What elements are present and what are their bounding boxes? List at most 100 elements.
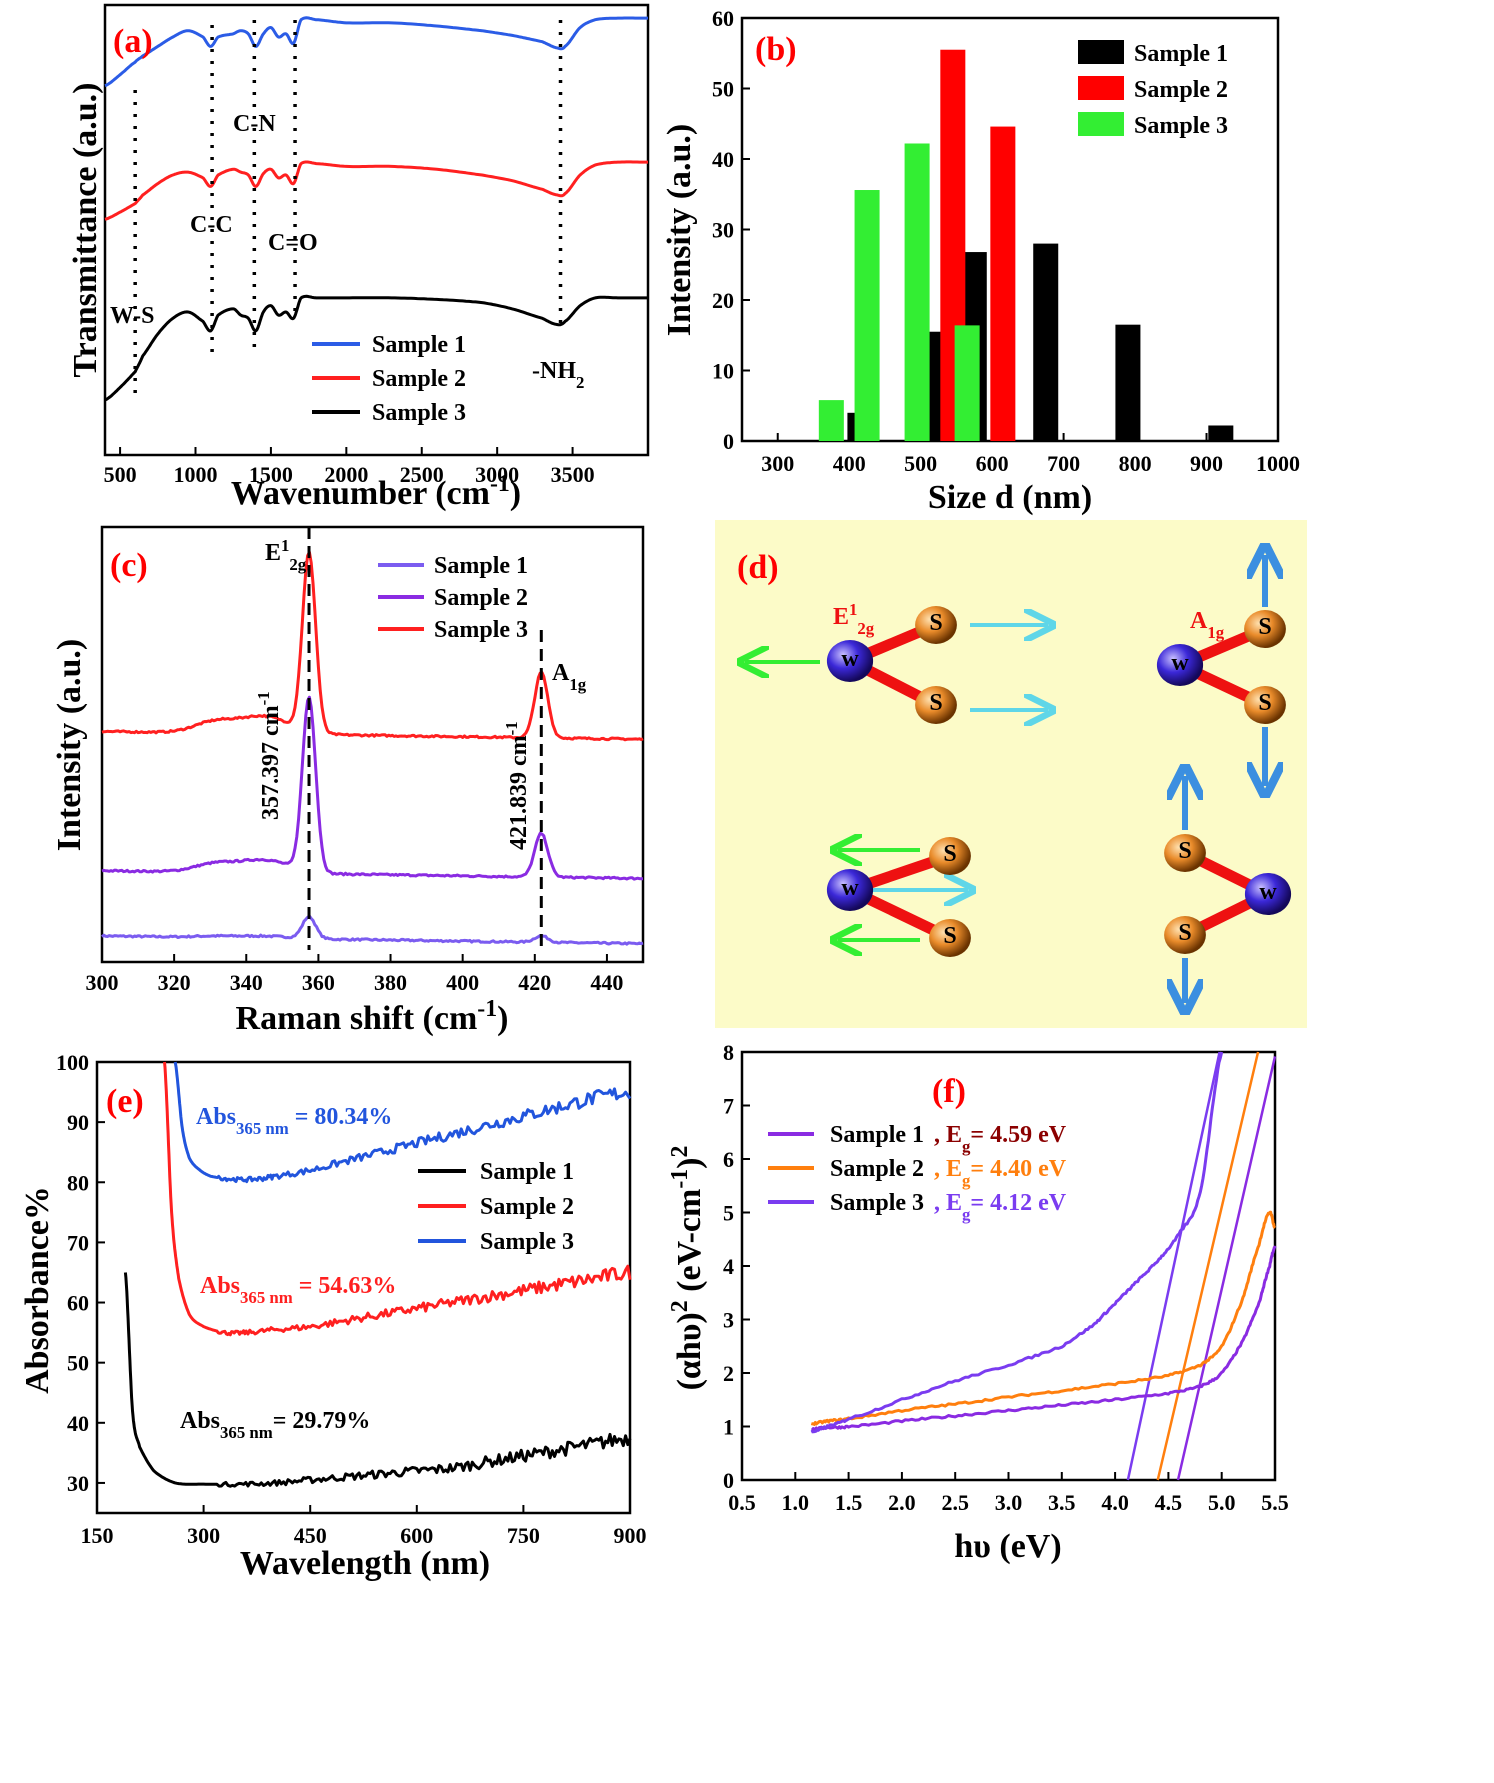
x-tick-label: 4.5 bbox=[1155, 1490, 1183, 1515]
x-tick-label: 360 bbox=[302, 970, 335, 995]
legend-label: Sample 2 bbox=[480, 1194, 574, 1220]
bar-3 bbox=[818, 400, 844, 441]
x-axis-label: Wavenumber (cm-1) bbox=[231, 471, 521, 512]
mode-label-a1g: A1g bbox=[1190, 608, 1225, 642]
mode-label-a1g: A1g bbox=[552, 660, 587, 694]
y-tick-label: 40 bbox=[67, 1411, 89, 1436]
bar-3 bbox=[854, 190, 880, 441]
sulfur-label: S bbox=[929, 610, 942, 636]
plot-frame bbox=[740, 1050, 1277, 1482]
series-line-3 bbox=[101, 550, 644, 742]
legend-label: Sample 2 bbox=[434, 585, 528, 611]
x-tick-label: 450 bbox=[294, 1523, 327, 1548]
y-tick-label: 50 bbox=[712, 77, 734, 102]
bar-1 bbox=[1115, 324, 1141, 441]
x-tick-label: 1500 bbox=[249, 462, 293, 487]
tungsten-label: w bbox=[1171, 650, 1189, 676]
tungsten-label: w bbox=[841, 875, 859, 901]
legend-label: Sample 2 bbox=[1134, 77, 1228, 103]
tangent-line-3 bbox=[1126, 1051, 1221, 1481]
x-tick-label: 750 bbox=[507, 1523, 540, 1548]
x-tick-label: 1.0 bbox=[782, 1490, 810, 1515]
x-tick-label: 5.5 bbox=[1261, 1490, 1289, 1515]
abs-annotation-2: Abs365 nm = 54.63% bbox=[200, 1273, 396, 1307]
x-tick-label: 150 bbox=[81, 1523, 114, 1548]
panel-a: 500 1000 1500 2000 2500 3000 3500 (a) C-N C-C C=O W… bbox=[67, 3, 650, 512]
x-tick-label: 900 bbox=[1190, 451, 1223, 476]
band-gap-label: , Eg= 4.40 eV bbox=[934, 1156, 1067, 1190]
tungsten-atom bbox=[826, 869, 874, 911]
series-line-2 bbox=[101, 695, 643, 881]
y-tick-label: 100 bbox=[56, 1050, 89, 1075]
y-tick-label: 4 bbox=[723, 1254, 734, 1279]
sulfur-atom bbox=[1244, 610, 1286, 648]
x-tick-label: 340 bbox=[230, 970, 263, 995]
x-tick-label: 500 bbox=[104, 462, 137, 487]
x-tick-label: 800 bbox=[1119, 451, 1152, 476]
panel-label: (e) bbox=[106, 1083, 144, 1120]
legend-label: Sample 3 bbox=[830, 1190, 924, 1216]
x-tick-label: 320 bbox=[158, 970, 191, 995]
legend-label: Sample 1 bbox=[434, 553, 528, 579]
y-tick-label: 80 bbox=[67, 1170, 89, 1195]
sulfur-atom bbox=[915, 686, 957, 724]
y-tick-label: 30 bbox=[712, 218, 734, 243]
sulfur-label: S bbox=[1258, 614, 1271, 640]
panel-label: (c) bbox=[110, 547, 148, 584]
mode-label-e2g: E12g bbox=[265, 536, 307, 574]
y-tick-label: 0 bbox=[723, 429, 734, 454]
sulfur-atom bbox=[1164, 834, 1206, 872]
bar-2 bbox=[990, 126, 1016, 441]
y-tick-label: 2 bbox=[723, 1361, 734, 1386]
y-tick-label: 20 bbox=[712, 288, 734, 313]
x-tick-label: 1.5 bbox=[835, 1490, 863, 1515]
panel-f: 0.5 1.0 1.5 2.0 2.5 3.0 3.5 4.0 4.5 5.0 5.5 0 1 2 3 4 5 6… bbox=[667, 1040, 1289, 1565]
x-tick-label: 900 bbox=[614, 1523, 647, 1548]
diagram-background bbox=[715, 520, 1307, 1028]
x-tick-label: 440 bbox=[590, 970, 623, 995]
legend-label: Sample 1 bbox=[830, 1122, 924, 1148]
x-tick-label: 400 bbox=[446, 970, 479, 995]
legend-label: Sample 2 bbox=[830, 1156, 924, 1182]
legend-label: Sample 3 bbox=[1134, 113, 1228, 139]
x-axis-label: Size d (nm) bbox=[928, 479, 1092, 516]
legend-label: Sample 1 bbox=[372, 332, 466, 358]
series-line-1 bbox=[810, 1245, 1277, 1432]
y-axis-label: Intensity (a.u.) bbox=[51, 639, 88, 852]
x-tick-label: 4.0 bbox=[1101, 1490, 1129, 1515]
x-tick-label: 2500 bbox=[400, 462, 444, 487]
annotation-co: C=O bbox=[268, 230, 318, 256]
sulfur-atom bbox=[1244, 686, 1286, 724]
x-tick-label: 3000 bbox=[475, 462, 519, 487]
y-axis-label: Absorbance% bbox=[19, 1186, 56, 1394]
tungsten-label: w bbox=[841, 646, 859, 672]
tungsten-atom bbox=[826, 640, 874, 682]
y-tick-label: 5 bbox=[723, 1201, 734, 1226]
series-line-3 bbox=[810, 1051, 1224, 1434]
annotation-nh2: -NH2 bbox=[532, 358, 584, 392]
series-line-2 bbox=[810, 1210, 1277, 1426]
sulfur-atom bbox=[929, 919, 971, 957]
bar-3 bbox=[954, 325, 980, 441]
y-axis-label: Intensity (a.u.) bbox=[661, 124, 698, 337]
annotation-cn: C-N bbox=[233, 111, 276, 137]
y-tick-label: 60 bbox=[67, 1291, 89, 1316]
sulfur-atom bbox=[915, 606, 957, 644]
x-tick-label: 3.5 bbox=[1048, 1490, 1076, 1515]
legend-label: Sample 3 bbox=[434, 617, 528, 643]
sulfur-label: S bbox=[1258, 690, 1271, 716]
x-tick-label: 380 bbox=[374, 970, 407, 995]
y-tick-label: 1 bbox=[723, 1415, 734, 1440]
legend-swatch bbox=[1078, 112, 1124, 136]
x-tick-label: 1000 bbox=[1256, 451, 1300, 476]
sulfur-atom bbox=[1164, 916, 1206, 954]
x-axis-label: Raman shift (cm-1) bbox=[236, 996, 509, 1037]
panel-c: 300 320 340 360 380 400 420 440 (c) E12g A1g 357.39… bbox=[51, 525, 645, 1037]
legend-swatch bbox=[1078, 76, 1124, 100]
plot-frame bbox=[95, 1060, 632, 1515]
y-axis-label: (αhυ)2 (eV-cm-1)2 bbox=[667, 1146, 708, 1391]
sulfur-label: S bbox=[943, 923, 956, 949]
x-tick-label: 2.0 bbox=[888, 1490, 916, 1515]
y-tick-label: 30 bbox=[67, 1471, 89, 1496]
